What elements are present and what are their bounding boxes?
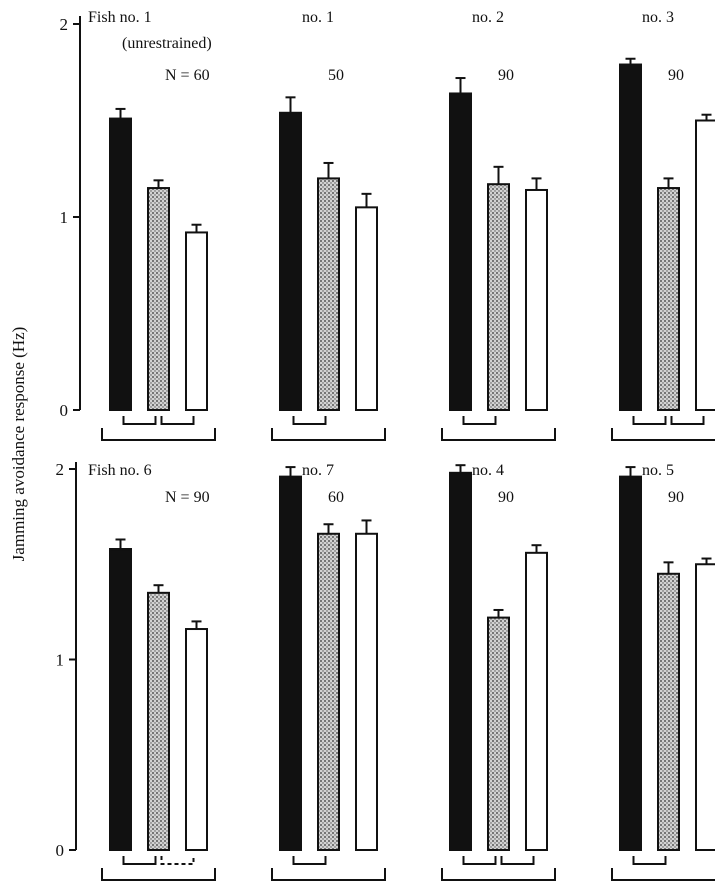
bar-stippled: [147, 591, 170, 851]
y-tick-label: 0: [60, 401, 69, 420]
panel-7: no. 4 90: [441, 462, 556, 881]
panel-1: Fish no. 1 (unrestrained) N = 60: [88, 9, 216, 441]
significance-bracket-long: [441, 868, 556, 881]
sample-size-label: N = 60: [165, 67, 210, 84]
bar-black: [449, 471, 472, 851]
panel-title: Fish no. 1: [88, 9, 152, 26]
panel-2: no. 1 50: [271, 9, 386, 441]
panel-5: Fish no. 6 N = 90: [88, 462, 216, 881]
bar-black: [449, 92, 472, 411]
significance-bracket-short: [122, 416, 157, 425]
significance-bracket-short: [462, 416, 497, 425]
y-tick-label: 1: [56, 651, 65, 670]
bar-stippled: [147, 187, 170, 411]
bar-black: [109, 548, 132, 851]
bar-stippled: [487, 183, 510, 411]
significance-bracket-long: [271, 868, 386, 881]
significance-bracket-short: [500, 856, 535, 865]
y-tick-label: 2: [56, 460, 65, 479]
panel-3: no. 2 90: [441, 9, 556, 441]
panel-8: no. 5 90: [611, 462, 715, 881]
sample-size-label: 90: [498, 489, 514, 506]
bar-stippled: [317, 177, 340, 411]
y-tick-label: 2: [60, 15, 69, 34]
significance-bracket-long: [271, 428, 386, 441]
bar-open: [355, 206, 378, 411]
y-tick-label: 0: [56, 841, 65, 860]
sample-size-label: 90: [498, 67, 514, 84]
panel-title: Fish no. 6: [88, 462, 152, 479]
significance-bracket-short: [632, 416, 667, 425]
bar-open: [525, 551, 548, 851]
panel-title: no. 1: [302, 9, 334, 26]
bar-open: [695, 119, 715, 411]
bar-black: [619, 63, 642, 411]
y-tick-label: 1: [60, 208, 69, 227]
significance-bracket-short: [292, 856, 327, 865]
bar-stippled: [657, 187, 680, 411]
significance-bracket-long: [101, 868, 216, 881]
significance-bracket-short: [160, 416, 195, 425]
sample-size-label: 90: [668, 67, 684, 84]
panel-title: no. 2: [472, 9, 504, 26]
significance-bracket-long: [441, 428, 556, 441]
significance-bracket-long: [611, 428, 715, 441]
bar-open: [695, 563, 715, 851]
bar-stippled: [317, 532, 340, 852]
bar-open: [525, 188, 548, 411]
significance-bracket-short: [632, 856, 667, 865]
sample-size-label: N = 90: [165, 489, 210, 506]
bar-stippled: [487, 616, 510, 852]
bar-open: [185, 231, 208, 411]
panel-title: no. 4: [472, 462, 504, 479]
bar-black: [619, 475, 642, 851]
panel-title: no. 5: [642, 462, 674, 479]
significance-bracket-short: [122, 856, 157, 865]
bar-black: [109, 117, 132, 411]
significance-bracket-short: [462, 856, 497, 865]
y-axis-label: Jamming avoidance response (Hz): [9, 327, 28, 562]
bar-black: [279, 111, 302, 411]
significance-bracket-long: [611, 868, 715, 881]
bar-black: [279, 475, 302, 851]
sample-size-label: 60: [328, 489, 344, 506]
significance-bracket-long: [101, 428, 216, 441]
significance-bracket-short: [670, 416, 705, 425]
bar-open: [185, 628, 208, 852]
significance-bracket-short: [160, 856, 195, 865]
panel-6: no. 7 60: [271, 462, 386, 881]
bar-open: [355, 532, 378, 852]
panel-subtitle: (unrestrained): [122, 35, 212, 52]
bar-stippled: [657, 572, 680, 852]
significance-bracket-short: [292, 416, 327, 425]
sample-size-label: 50: [328, 67, 344, 84]
sample-size-label: 90: [668, 489, 684, 506]
axes-layer: 0 1 2 0 1 2: [56, 15, 81, 860]
panel-title: no. 3: [642, 9, 674, 26]
panel-4: no. 3 90: [611, 9, 715, 441]
panel-title: no. 7: [302, 462, 334, 479]
